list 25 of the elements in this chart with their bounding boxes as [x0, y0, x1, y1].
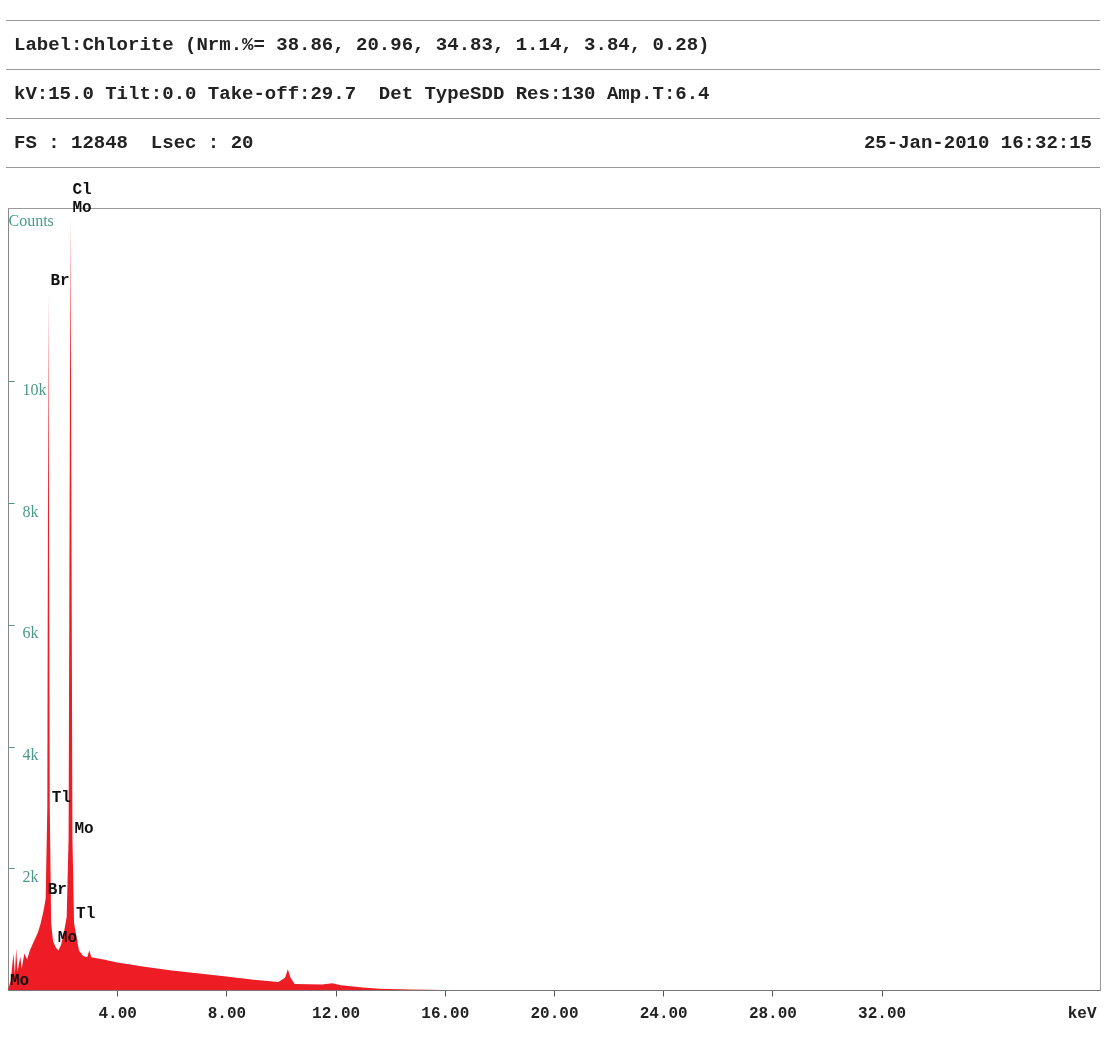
chart-title: Label:Chlorite (Nrm.%= 38.86, 20.96, 34.83, 1.14, 3.84, 0.28) — [14, 34, 710, 56]
x-tick-label: 8.00 — [207, 1004, 247, 1023]
x-tick-label: 20.00 — [530, 1004, 579, 1023]
annotation: Mo — [10, 972, 30, 990]
x-tick-label: 12.00 — [312, 1004, 361, 1023]
x-axis-title: keV — [1067, 1004, 1097, 1023]
text: 25-Jan-2010 16:32:15 — [863, 132, 1092, 154]
y-axis-title: Counts — [8, 211, 54, 229]
annotation: Br — [50, 272, 70, 291]
annotation: Cl — [72, 181, 92, 200]
text: kV:15.0 Tilt:0.0 Take-off:29.7 Det TypeSDD Res:130 Amp.T:6.4 — [14, 83, 710, 105]
annotation: Tl — [76, 905, 96, 924]
annotation: Mo — [74, 819, 94, 838]
x-tick-label: 4.00 — [98, 1004, 137, 1023]
x-tick-label: 28.00 — [748, 1004, 797, 1023]
x-tick-label: 24.00 — [639, 1004, 688, 1023]
y-tick-label: 10k — [22, 380, 47, 398]
annotation: Mo — [72, 199, 92, 218]
x-tick-label: 16.00 — [421, 1004, 470, 1023]
text: FS : 12848 Lsec : 20 — [14, 132, 254, 154]
y-tick-label: 8k — [22, 502, 39, 520]
y-tick-label: 6k — [22, 624, 39, 642]
y-tick-label: 2k — [22, 867, 39, 885]
y-tick-label: 4k — [22, 746, 39, 764]
x-tick-label: 32.00 — [858, 1004, 907, 1023]
